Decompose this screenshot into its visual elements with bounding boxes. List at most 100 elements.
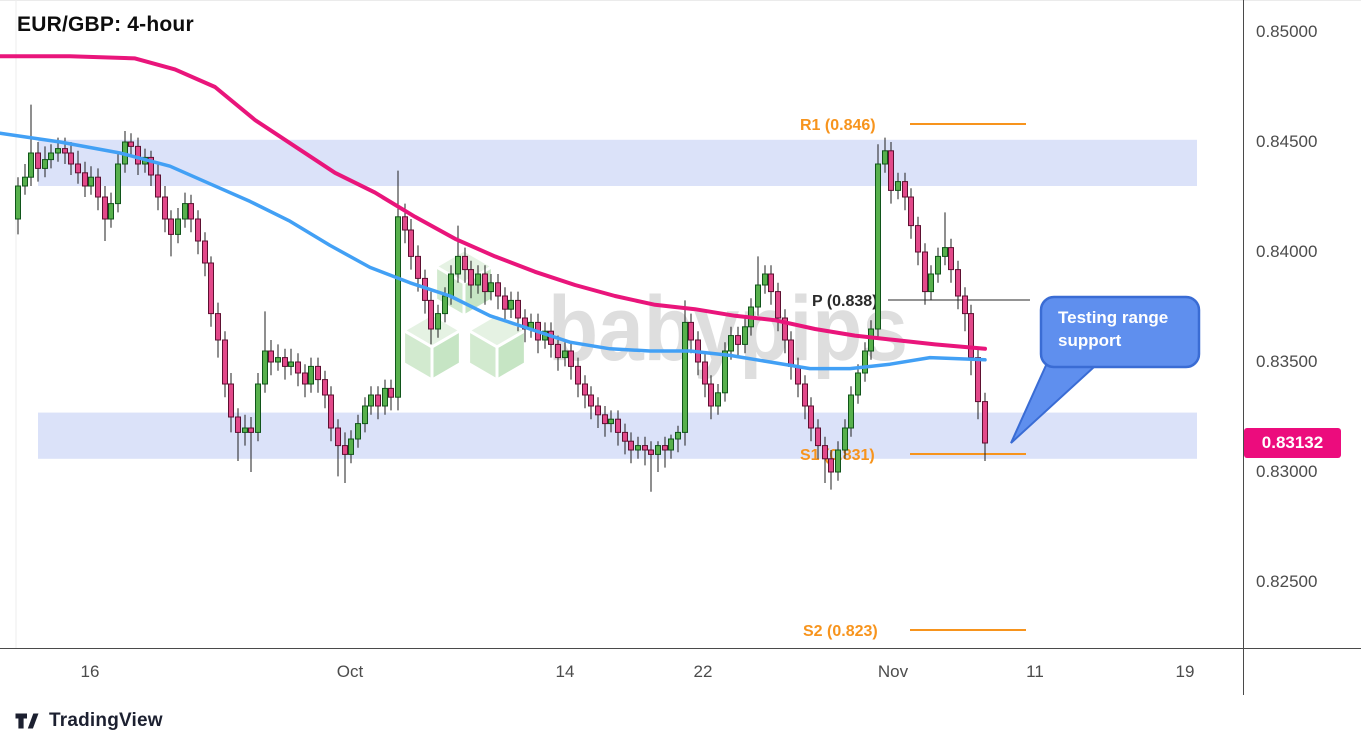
candle xyxy=(675,425,681,453)
candle xyxy=(128,133,134,158)
candle-body-down xyxy=(822,445,828,460)
top-border xyxy=(0,0,1361,1)
tradingview-label: TradingView xyxy=(49,710,163,731)
candle-body-down xyxy=(162,196,168,220)
candle-body-up xyxy=(442,295,448,315)
candle xyxy=(168,210,174,257)
candle xyxy=(115,153,121,213)
candle xyxy=(955,260,961,310)
callout-text-line2: support xyxy=(1058,331,1122,350)
candle xyxy=(408,219,414,270)
candle xyxy=(895,172,901,200)
candle xyxy=(595,397,601,428)
candle-body-down xyxy=(388,387,394,398)
candle-body-down xyxy=(482,273,488,293)
candle-body-down xyxy=(788,339,794,367)
candle-body-up xyxy=(675,431,681,440)
candle xyxy=(815,419,821,459)
candle-body-down xyxy=(775,291,781,319)
candle xyxy=(928,265,934,301)
candle-body-down xyxy=(602,414,608,425)
candle-body-down xyxy=(795,365,801,385)
candle-body-down xyxy=(95,176,101,198)
candle xyxy=(175,208,181,244)
candle-body-up xyxy=(275,357,281,363)
candle-body-down xyxy=(768,273,774,293)
candle-body-down xyxy=(902,181,908,198)
candle-body-down xyxy=(735,335,741,345)
candle-body-down xyxy=(135,145,141,165)
candle xyxy=(215,302,221,358)
candle xyxy=(208,256,214,327)
candle-body-down xyxy=(102,196,108,220)
candle-body-down xyxy=(915,225,921,253)
candle-body-up xyxy=(48,152,54,161)
candle-body-down xyxy=(322,379,328,396)
candle xyxy=(755,256,761,316)
candle-body-down xyxy=(955,269,961,297)
candle-body-down xyxy=(502,295,508,310)
candle-body-up xyxy=(842,427,848,451)
candle-body-down xyxy=(555,343,561,359)
candle-body-up xyxy=(762,273,768,286)
candle-body-down xyxy=(168,218,174,235)
candle xyxy=(882,137,888,173)
candle-body-up xyxy=(308,365,314,385)
babypips-watermark: babypips xyxy=(400,248,908,383)
candle-body-down xyxy=(495,282,501,297)
candle-body-up xyxy=(742,326,748,345)
candle xyxy=(262,311,268,393)
candle xyxy=(435,304,441,338)
candle-body-down xyxy=(982,401,988,444)
candle-body-down xyxy=(888,150,894,191)
candle xyxy=(948,238,954,283)
candle xyxy=(88,166,94,195)
candle-body-down xyxy=(568,350,574,367)
candle-body-up xyxy=(348,438,354,455)
candle-body-up xyxy=(22,176,28,187)
candle xyxy=(828,450,834,490)
candle xyxy=(708,375,714,420)
pivot-label-S2: S2 (0.823) xyxy=(803,623,878,640)
last-price-badge: 0.83132 xyxy=(1244,427,1341,458)
candle xyxy=(335,419,341,477)
candle-body-down xyxy=(708,383,714,407)
candle-body-down xyxy=(408,229,414,257)
candle xyxy=(302,364,308,398)
candle xyxy=(22,164,28,195)
time-tick-label: 22 xyxy=(693,662,713,681)
candle xyxy=(235,408,241,461)
candle-body-down xyxy=(975,357,981,403)
candle-body-down xyxy=(335,427,341,447)
candle-body-down xyxy=(248,427,254,433)
candle-body-down xyxy=(268,350,274,363)
candle xyxy=(248,417,254,472)
candle xyxy=(468,260,474,299)
cube-right-face xyxy=(495,327,527,383)
page-title: EUR/GBP: 4-hour xyxy=(17,13,194,36)
candle xyxy=(382,379,388,415)
candle xyxy=(15,177,21,235)
candle-body-down xyxy=(468,269,474,286)
candle xyxy=(528,313,534,338)
candle xyxy=(488,274,494,301)
time-tick-label: Nov xyxy=(877,662,909,681)
candle xyxy=(388,379,394,411)
candle-body-down xyxy=(62,148,68,154)
candle xyxy=(842,419,848,459)
candle-body-down xyxy=(908,196,914,227)
candle xyxy=(602,406,608,437)
candle-body-up xyxy=(562,350,568,359)
candle-body-up xyxy=(895,181,901,191)
candle xyxy=(575,357,581,398)
candle xyxy=(635,436,641,459)
candle-body-down xyxy=(375,394,381,407)
candle xyxy=(475,265,481,294)
candle xyxy=(82,161,88,197)
candle-body-up xyxy=(715,392,721,407)
candle-body-up xyxy=(382,387,388,407)
tradingview-logo[interactable]: TradingView xyxy=(14,708,163,734)
candle xyxy=(622,423,628,455)
chart-canvas: babypips R1 (0.846)P (0.838)S1 (0.831)S2… xyxy=(0,0,1201,648)
